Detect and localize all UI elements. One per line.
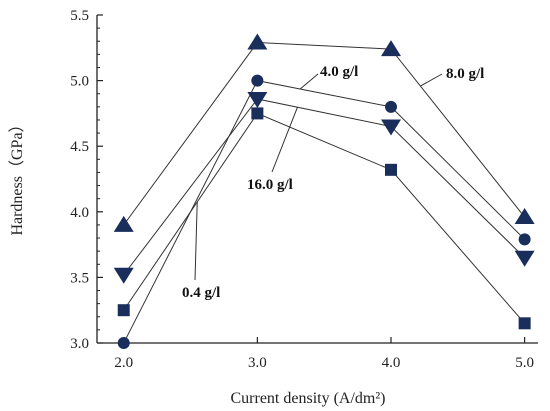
circle-marker — [117, 337, 130, 349]
y-tick-label: 4.0 — [70, 205, 89, 221]
y-tick-label: 5.0 — [70, 74, 89, 90]
series-line — [123, 42, 526, 226]
square-marker — [385, 163, 397, 176]
label-leader-line — [194, 201, 198, 281]
series-group — [113, 33, 535, 349]
axes: 3.0 3.5 4.0 4.5 5.0 5.5 2.0 3.0 4.0 5.0 — [70, 8, 538, 371]
x-tick-label: 5.0 — [515, 355, 534, 371]
series-label: 4.0 g/l — [320, 64, 358, 80]
triangle-up-marker — [247, 33, 268, 50]
square-marker — [518, 317, 531, 330]
y-tick-label: 4.5 — [70, 139, 89, 155]
annotation-group: 8.0 g/l 4.0 g/l 16.0 g/l 0.4 g/l — [182, 64, 484, 301]
triangle-down-marker — [113, 267, 134, 284]
triangle-down-marker — [514, 250, 535, 267]
series-label: 0.4 g/l — [182, 285, 220, 301]
triangle-down-marker — [247, 91, 268, 108]
triangle-up-marker — [381, 40, 401, 57]
triangle-up-marker — [514, 208, 535, 225]
y-tick-label: 5.5 — [70, 8, 89, 24]
x-tick-label: 4.0 — [382, 355, 401, 371]
y-tick-label: 3.0 — [70, 336, 89, 352]
label-leader-line — [420, 73, 443, 87]
y-tick-label: 3.5 — [70, 270, 89, 286]
square-marker — [117, 304, 130, 317]
series-label: 16.0 g/l — [247, 177, 293, 193]
circle-marker — [251, 74, 264, 87]
series-line — [123, 112, 526, 324]
series-label: 8.0 g/l — [446, 66, 484, 82]
square-marker — [251, 107, 264, 120]
triangle-down-marker — [381, 119, 401, 136]
circle-marker — [518, 233, 531, 246]
x-tick-label: 2.0 — [114, 355, 133, 371]
triangle-up-marker — [113, 215, 134, 232]
label-leader-line — [271, 107, 298, 173]
series-line — [123, 98, 525, 276]
x-tick-label: 3.0 — [248, 355, 267, 371]
y-axis-title: Hardness（GPa） — [8, 116, 26, 235]
circle-marker — [385, 100, 397, 113]
label-leader-line — [299, 73, 319, 90]
series-line — [123, 80, 525, 344]
x-axis-title: Current density (A/dm²) — [231, 390, 386, 407]
